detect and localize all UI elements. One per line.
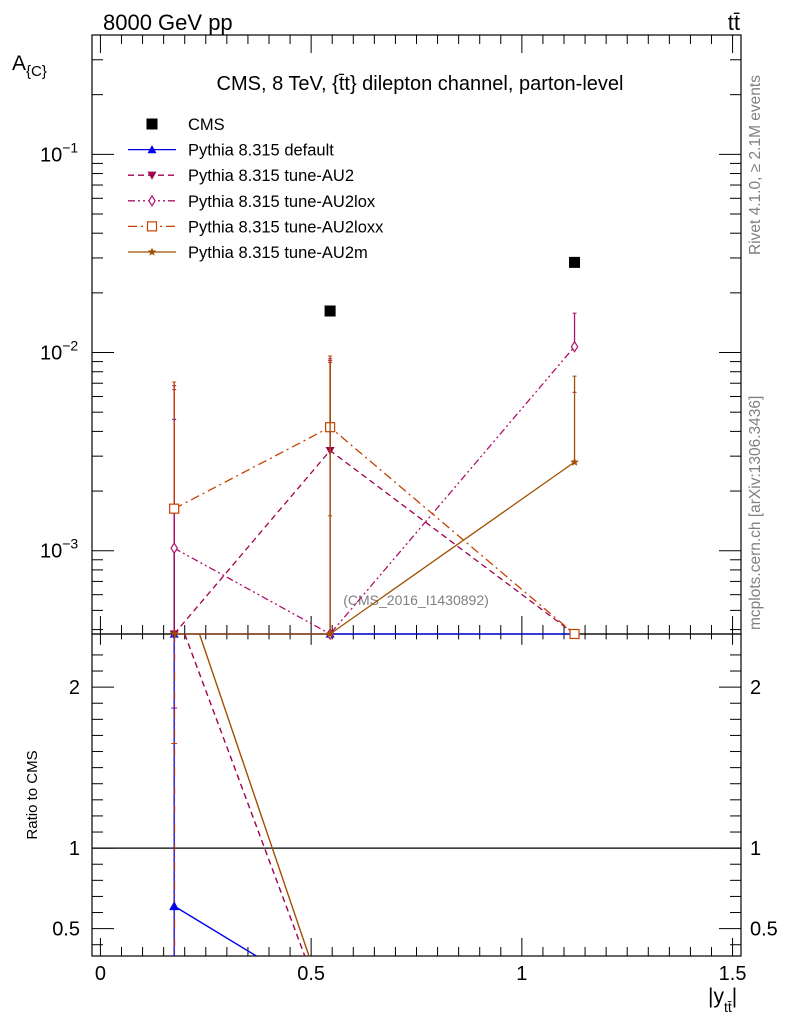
x-tick-label: 0 [95, 963, 106, 985]
main-y-tick-label-exp: −3 [62, 536, 78, 552]
ratio-y-tick-label-left: 2 [69, 677, 80, 699]
main-y-tick-label-base: 10 [40, 541, 62, 563]
ratio-axis-ticks: 2 2 1 1 0.5 0.5 [52, 654, 778, 946]
legend-marker [147, 145, 157, 154]
legend-label: CMS [188, 116, 225, 134]
x-axis-label-sub: tt̄ [724, 999, 732, 1015]
main-series-5 [169, 362, 579, 638]
legend-marker [146, 118, 158, 130]
series-line [173, 346, 575, 635]
legend-entry: Pythia 8.315 tune-AU2loxx [128, 218, 384, 236]
analysis-id: (CMS_2016_I1430892) [343, 592, 489, 608]
data-point [169, 629, 179, 638]
main-y-tick-label-exp: −1 [62, 139, 78, 155]
main-y-tick-label-base: 10 [40, 144, 62, 166]
data-point [325, 629, 335, 638]
ratio-series-group [92, 633, 741, 957]
x-tick-label: 1.5 [719, 963, 747, 985]
main-y-label: A{C} [12, 52, 47, 80]
main-y-label-base: A [12, 52, 26, 75]
mcplots-label: mcplots.cern.ch [arXiv:1306.3436] [747, 396, 764, 630]
ratio-y-tick-label-right: 1 [750, 838, 761, 860]
legend-entry: Pythia 8.315 tune-AU2 [128, 167, 354, 185]
ratio-panel-frame [91, 633, 742, 957]
x-tick-label: 0.5 [297, 963, 325, 985]
plot-title: CMS, 8 TeV, {t̄t} dilepton channel, part… [217, 73, 624, 95]
process-label: tt̄ [728, 10, 740, 35]
main-series-0 [324, 256, 581, 317]
legend-label: Pythia 8.315 tune-AU2m [188, 244, 368, 262]
main-y-tick-label: 10−1 [40, 139, 78, 166]
ratio-y-tick-label-left: 0.5 [52, 919, 80, 941]
data-point [169, 503, 180, 514]
energy-label: 8000 GeV pp [103, 10, 233, 35]
legend-entry: Pythia 8.315 tune-AU2lox [128, 193, 376, 211]
data-point [324, 305, 336, 317]
legend-label: Pythia 8.315 tune-AU2loxx [188, 218, 384, 236]
main-y-tick-label: 10−3 [40, 536, 78, 563]
main-axis-ticks: 10−110−210−3 [40, 34, 741, 631]
legend-entry: Pythia 8.315 tune-AU2m [128, 244, 368, 262]
ratio-series-line-1 [184, 633, 306, 957]
legend: CMS Pythia 8.315 default Pythia 8.315 tune… [128, 116, 384, 262]
ratio-y-label: Ratio to CMS [24, 750, 41, 839]
data-point [570, 340, 579, 353]
ratio-y-tick-label-right: 2 [750, 677, 761, 699]
ratio-series-line-2 [198, 633, 310, 957]
data-point [570, 457, 579, 466]
data-point [569, 256, 581, 268]
ratio-series-line-0 [173, 905, 257, 957]
main-y-label-sub: {C} [26, 63, 47, 80]
data-point [569, 628, 580, 640]
rivet-label: Rivet 4.1.0, ≥ 2.1M events [747, 75, 764, 255]
legend-label: Pythia 8.315 default [188, 142, 334, 160]
ratio-y-tick-label-right: 0.5 [750, 919, 778, 941]
x-axis-label-base: |y [708, 985, 724, 1008]
main-y-tick-label-base: 10 [40, 343, 62, 365]
legend-marker [146, 221, 158, 232]
legend-label: Pythia 8.315 tune-AU2 [188, 167, 354, 185]
ratio-y-tick-label-left: 1 [69, 838, 80, 860]
legend-entry: Pythia 8.315 default [128, 142, 334, 160]
x-axis-label-close: | [732, 985, 737, 1008]
main-y-tick-label-exp: −2 [62, 338, 78, 354]
series-line [174, 461, 575, 635]
legend-marker [148, 194, 156, 207]
legend-label: Pythia 8.315 tune-AU2lox [188, 193, 376, 211]
legend-marker [147, 247, 157, 256]
x-tick-label: 1 [516, 963, 527, 985]
main-series-group [169, 256, 581, 641]
x-axis-ticks: 0 0.5 1 1.5 [95, 35, 747, 985]
ratio-data-point [169, 901, 180, 911]
x-axis-label: |ytt̄| [708, 985, 737, 1015]
legend-entry: CMS [146, 116, 225, 134]
main-y-tick-label: 10−2 [40, 338, 78, 365]
legend-marker [147, 171, 157, 180]
data-point [170, 542, 179, 555]
